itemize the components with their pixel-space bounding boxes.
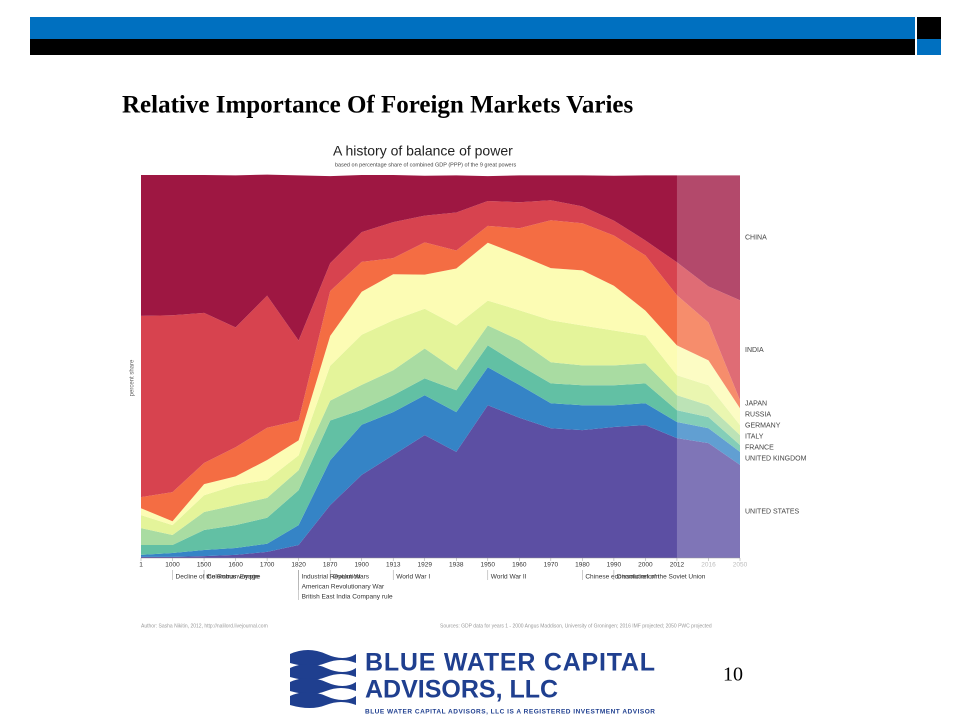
series-label: GERMANY xyxy=(745,422,781,429)
area-band xyxy=(141,200,740,498)
annotation: British East India Company rule xyxy=(302,594,393,601)
series-label: INDIA xyxy=(745,347,764,354)
area-band xyxy=(141,242,740,526)
x-tick-label: 1 xyxy=(139,562,143,569)
x-tick-label: 1000 xyxy=(165,562,180,569)
logo-tagline: BLUE WATER CAPITAL ADVISORS, LLC IS A RE… xyxy=(365,709,655,716)
annotation: Industrial Revolution xyxy=(302,574,361,581)
x-tick-label: 1820 xyxy=(291,562,306,569)
logo-name: ADVISORS, LLC xyxy=(365,676,558,704)
series-label: UNITED STATES xyxy=(745,508,800,515)
annotation: Chinese economic reform xyxy=(585,574,659,581)
series-label: JAPAN xyxy=(745,400,767,407)
x-tick-label: 1870 xyxy=(323,562,338,569)
x-tick-label: 1950 xyxy=(481,562,496,569)
x-tick-label: 1970 xyxy=(544,562,559,569)
header-square xyxy=(917,17,941,39)
x-tick-label: 2050 xyxy=(733,562,748,569)
annotation: American Revolutionary War xyxy=(302,584,385,591)
area-band xyxy=(141,345,740,555)
x-tick-label: 1980 xyxy=(575,562,590,569)
annotation: Dissolution of the Soviet Union xyxy=(617,574,706,581)
chart-sources: Sources: GDP data for years 1 - 2000 Ang… xyxy=(440,623,712,629)
chart-title: A history of balance of power xyxy=(333,143,513,159)
series-label: UNITED KINGDOM xyxy=(745,455,807,462)
area-band xyxy=(141,174,740,341)
logo-name: BLUE WATER CAPITAL xyxy=(365,649,655,677)
x-tick-label: 1500 xyxy=(197,562,212,569)
logo-icon xyxy=(290,650,356,708)
x-tick-label: 1990 xyxy=(607,562,622,569)
x-tick-label: 1960 xyxy=(512,562,527,569)
series-label: CHINA xyxy=(745,235,767,242)
slide-title: Relative Importance Of Foreign Markets V… xyxy=(122,92,634,119)
x-tick-label: 1938 xyxy=(449,562,464,569)
x-tick-label: 1600 xyxy=(228,562,243,569)
x-tick-label: 1929 xyxy=(418,562,433,569)
series-label: RUSSIA xyxy=(745,411,771,418)
annotation: Columbus voyage xyxy=(207,574,259,581)
area-band xyxy=(141,405,740,558)
projection-shade xyxy=(676,175,740,558)
annotation: World War I xyxy=(396,574,430,581)
series-label: FRANCE xyxy=(745,444,774,451)
page-number: 10 xyxy=(723,664,743,686)
header-square xyxy=(917,39,941,55)
annotation: Opium Wars xyxy=(333,574,370,581)
header-bar xyxy=(30,17,915,39)
x-tick-label: 2012 xyxy=(670,562,685,569)
y-axis-label: percent share xyxy=(130,359,136,396)
x-tick-label: 2016 xyxy=(701,562,716,569)
x-tick-label: 1900 xyxy=(354,562,369,569)
chart-author: Author: Sasha Nikitin, 2012, http://nali… xyxy=(141,623,268,629)
x-tick-label: 1913 xyxy=(386,562,401,569)
annotation: Decline of the Roman Empire xyxy=(176,574,261,581)
x-tick-label: 1700 xyxy=(260,562,275,569)
chart-subtitle: based on percentage share of combined GD… xyxy=(335,162,516,168)
area-band xyxy=(141,300,740,535)
x-tick-label: 2000 xyxy=(638,562,653,569)
area-band xyxy=(141,367,740,557)
area-band xyxy=(141,325,740,545)
annotation: World War II xyxy=(491,574,527,581)
header-bar xyxy=(30,39,915,55)
series-label: ITALY xyxy=(745,433,764,440)
